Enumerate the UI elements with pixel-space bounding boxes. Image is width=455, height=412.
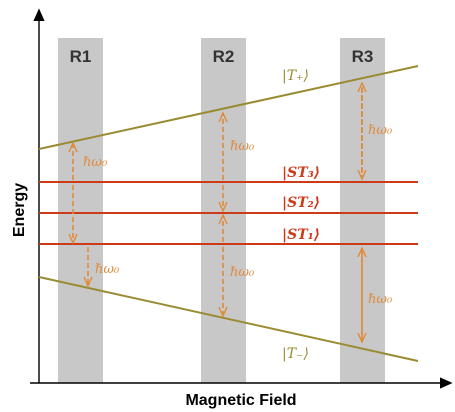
label-st1: |ST₁⟩ <box>282 227 320 243</box>
region-r1-label: R1 <box>70 47 92 66</box>
y-axis-label: Energy <box>11 183 28 237</box>
label-st3: |ST₃⟩ <box>282 165 320 181</box>
hbar-omega-label-r1-upper: ℏω₀ <box>83 155 108 170</box>
label-t-plus: |T₊⟩ <box>282 68 309 84</box>
label-t-minus: |T₋⟩ <box>282 346 309 362</box>
hbar-omega-label-r3-lower: ℏω₀ <box>368 292 393 307</box>
region-r1-band <box>58 38 103 383</box>
region-r2-band <box>201 38 246 383</box>
hbar-omega-label-r2-upper: ℏω₀ <box>230 139 255 154</box>
level-t-plus <box>38 65 419 150</box>
x-axis-label: Magnetic Field <box>185 392 296 409</box>
hbar-omega-label-r2-lower: ℏω₀ <box>230 265 255 280</box>
region-r2-label: R2 <box>213 47 235 66</box>
region-r3-label: R3 <box>352 47 374 66</box>
hbar-omega-label-r1-lower: ℏω₀ <box>95 262 120 277</box>
hbar-omega-label-r3-upper: ℏω₀ <box>368 123 393 138</box>
label-st2: |ST₂⟩ <box>282 195 320 211</box>
level-t-minus <box>38 276 419 362</box>
